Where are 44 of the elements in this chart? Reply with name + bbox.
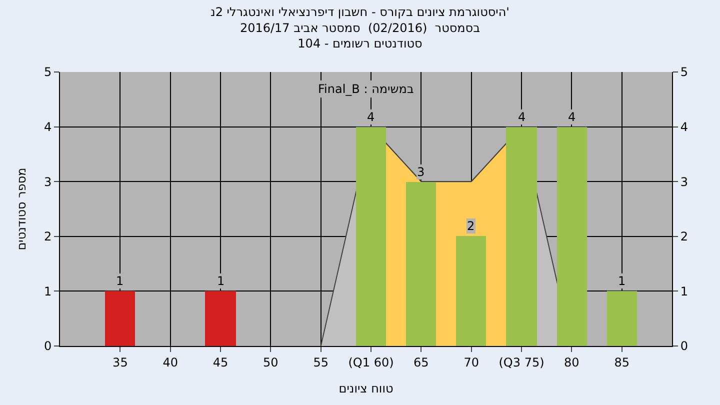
bar [607,291,637,346]
data-label: 3 [417,165,425,179]
y2-tick-label: 5 [680,65,688,80]
bar [205,291,236,346]
x-tick-label: 85 [614,355,630,370]
y-tick-label: 0 [44,339,52,354]
data-label: 4 [518,110,526,124]
y-tick-label: 3 [44,174,52,189]
y-tick-label: 4 [44,120,52,134]
y-axis-title: מספר סטודנטים [14,168,28,250]
x-tick-label: 50 [263,355,278,370]
data-label: 4 [367,110,375,124]
data-label: 1 [116,274,124,288]
data-label: 2 [467,219,475,233]
x-tick-label: 55 [313,355,328,370]
x-tick-label: 80 [564,355,580,370]
annotation: Final_B : במשימה [318,82,414,96]
x-tick-label: 35 [112,355,128,370]
chart-subtitle: בסמסטר (02/2016) סמסטר אביב 2016/17 סטודנטים רשומים - 104 [240,20,480,50]
chart-title: היסטוגרמת ציונים בקורס - חשבון דיפרנציאלי ואינטגרלי 2נ' [210,5,510,20]
bar [406,182,436,346]
x-axis-title: טווח ציונים [338,381,394,396]
bar [456,236,486,346]
y-tick-label: 5 [44,65,52,80]
data-label: 1 [618,274,626,288]
bar [105,291,135,346]
x-tick-label: 40 [162,355,178,370]
y-tick-label: 2 [44,230,52,244]
x-tick-label: 45 [212,355,228,370]
y2-tick-label: 0 [680,339,688,354]
x-tick-label: (Q3 75) [498,355,544,370]
x-tick-label: 70 [464,355,479,370]
x-tick-label: 65 [414,355,429,370]
bar [557,127,587,346]
x-tick-label: (Q1 60) [348,355,394,370]
y2-tick-label: 3 [680,174,688,189]
bar [356,127,386,346]
bar [506,127,537,346]
y2-tick-label: 2 [680,230,688,244]
data-label: 1 [217,274,225,288]
data-label: 4 [568,110,576,124]
y-tick-label: 1 [44,284,52,298]
y2-tick-label: 4 [680,120,688,134]
y2-tick-label: 1 [680,284,688,298]
